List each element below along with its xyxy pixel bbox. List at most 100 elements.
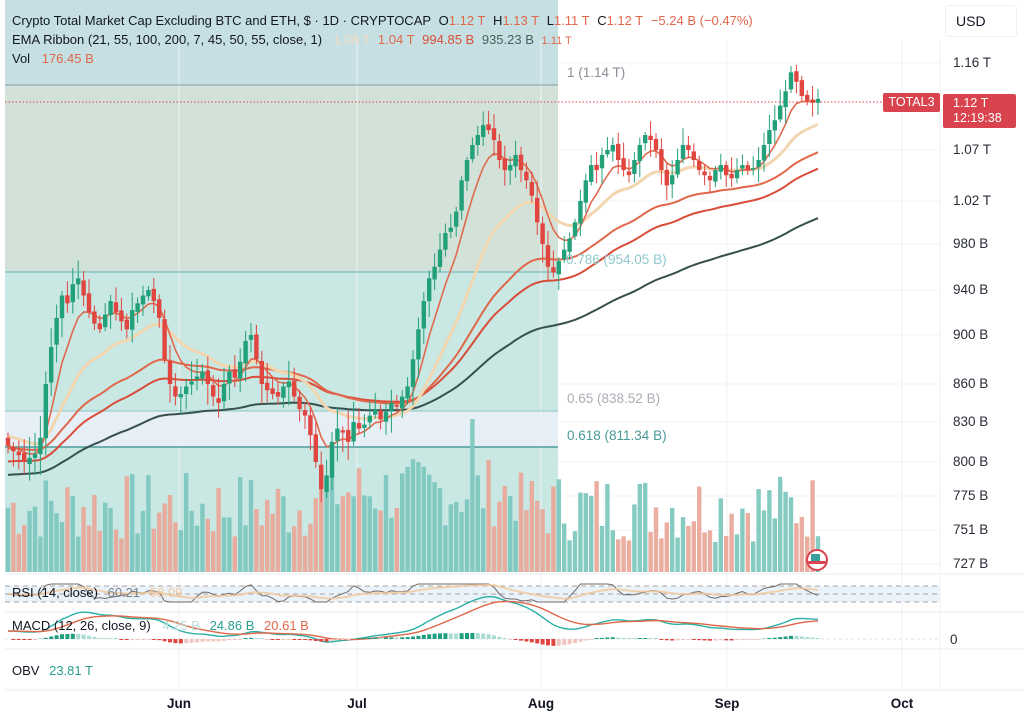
volume-bar bbox=[200, 503, 205, 572]
macd-histogram-bar bbox=[659, 639, 664, 640]
volume-bar bbox=[340, 496, 345, 572]
candle-body bbox=[221, 384, 227, 402]
price-axis-label: 775 B bbox=[953, 488, 989, 503]
candle-body bbox=[794, 71, 799, 82]
macd-legend[interactable]: MACD (12, 26, close, 9) 4.25 B 24.86 B 2… bbox=[12, 618, 309, 633]
candle-body bbox=[724, 165, 729, 176]
macd-histogram-bar bbox=[135, 639, 140, 640]
volume-legend[interactable]: Vol 176.45 B bbox=[12, 50, 98, 67]
macd-histogram-bar bbox=[124, 639, 129, 641]
macd-histogram-bar bbox=[448, 633, 453, 639]
obv-legend[interactable]: OBV 23.81 T bbox=[12, 663, 93, 678]
volume-bar bbox=[740, 508, 745, 572]
macd-histogram-bar bbox=[502, 638, 507, 639]
fib-label-065: 0.65 (838.52 B) bbox=[567, 391, 661, 406]
ema-ribbon-label: EMA Ribbon (21, 55, 100, 200, 7, 45, 50,… bbox=[12, 32, 323, 47]
currency-button[interactable]: USD bbox=[945, 5, 1017, 37]
volume-bar bbox=[470, 418, 475, 572]
volume-bar bbox=[221, 517, 227, 572]
volume-bar bbox=[783, 491, 788, 572]
volume-bar bbox=[702, 532, 707, 572]
macd-histogram-bar bbox=[308, 639, 313, 641]
candle-body bbox=[535, 197, 540, 223]
macd-histogram-bar bbox=[492, 635, 496, 639]
candle-body bbox=[302, 410, 308, 416]
volume-bar bbox=[437, 488, 443, 572]
candle-body bbox=[108, 301, 113, 316]
ema-value-3: 994.85 B bbox=[422, 32, 475, 47]
candle-body bbox=[740, 165, 745, 169]
macd-histogram-bar bbox=[400, 637, 405, 639]
macd-histogram-bar bbox=[238, 639, 243, 640]
macd-histogram-bar bbox=[805, 637, 810, 639]
macd-histogram-bar bbox=[810, 637, 815, 639]
candle-body bbox=[513, 154, 518, 167]
volume-bar bbox=[632, 504, 637, 572]
volume-bar bbox=[259, 525, 264, 572]
low-label: L bbox=[546, 13, 554, 28]
macd-histogram-bar bbox=[729, 639, 734, 641]
volume-bar bbox=[508, 496, 513, 572]
candle-body bbox=[805, 94, 810, 101]
macd-histogram-bar bbox=[292, 639, 297, 640]
macd-histogram-bar bbox=[151, 639, 156, 640]
ema-200-line bbox=[7, 217, 819, 476]
macd-histogram-bar bbox=[583, 639, 588, 641]
rsi-label: RSI (14, close) bbox=[12, 585, 98, 600]
volume-bar bbox=[410, 459, 416, 572]
candle-body bbox=[81, 280, 86, 296]
macd-histogram-bar bbox=[681, 639, 685, 640]
macd-line bbox=[7, 595, 819, 643]
volume-bar bbox=[643, 482, 648, 572]
candle-body bbox=[761, 144, 767, 161]
macd-histogram-bar bbox=[772, 637, 777, 639]
time-axis-label: Oct bbox=[890, 696, 914, 711]
candle-body bbox=[545, 245, 551, 267]
volume-bar bbox=[524, 510, 529, 572]
macd-histogram-bar bbox=[756, 639, 761, 640]
candle-body bbox=[178, 394, 183, 398]
candle-body bbox=[680, 144, 686, 159]
volume-bar bbox=[167, 494, 173, 572]
macd-histogram-bar bbox=[551, 639, 556, 646]
volume-bar bbox=[767, 490, 772, 572]
rsi-ma-line bbox=[7, 583, 819, 600]
candle-body bbox=[184, 386, 189, 395]
volume-bar bbox=[329, 460, 335, 572]
volume-bar bbox=[540, 509, 545, 572]
macd-histogram-bar bbox=[178, 639, 183, 644]
candle-body bbox=[394, 404, 399, 407]
macd-histogram-bar bbox=[200, 639, 205, 642]
volume-bar bbox=[205, 518, 210, 572]
ema-ribbon-legend[interactable]: EMA Ribbon (21, 55, 100, 200, 7, 45, 50,… bbox=[12, 31, 576, 50]
candle-body bbox=[356, 422, 362, 429]
volume-bar bbox=[54, 513, 59, 572]
candle-body bbox=[103, 314, 108, 328]
macd-histogram-bar bbox=[745, 639, 750, 640]
last-price-value: 1.12 T bbox=[953, 96, 989, 110]
candle-body bbox=[556, 261, 561, 275]
volume-bar bbox=[16, 533, 21, 572]
volume-bar bbox=[491, 526, 497, 572]
candle-body bbox=[135, 303, 140, 312]
rsi-legend[interactable]: RSI (14, close) 60.21 58.09 bbox=[12, 585, 182, 600]
macd-histogram-bar bbox=[724, 639, 729, 641]
volume-bar bbox=[616, 539, 621, 572]
candle-body bbox=[410, 359, 416, 387]
volume-bar bbox=[5, 507, 11, 572]
ema-value-1: 1.08 T bbox=[333, 32, 371, 47]
volume-bar bbox=[734, 534, 740, 572]
macd-histogram-bar bbox=[195, 639, 199, 643]
volume-bar bbox=[788, 497, 794, 572]
us-flag-event-icon[interactable] bbox=[806, 549, 828, 571]
candle-body bbox=[119, 310, 124, 322]
macd-histogram-bar bbox=[97, 637, 102, 639]
macd-histogram-bar bbox=[324, 639, 329, 642]
macd-histogram-bar bbox=[513, 639, 518, 640]
macd-label: MACD (12, 26, close, 9) bbox=[12, 618, 151, 633]
candle-body bbox=[637, 144, 642, 162]
candle-body bbox=[76, 278, 81, 285]
candle-body bbox=[130, 310, 135, 330]
candle-body bbox=[313, 434, 318, 462]
